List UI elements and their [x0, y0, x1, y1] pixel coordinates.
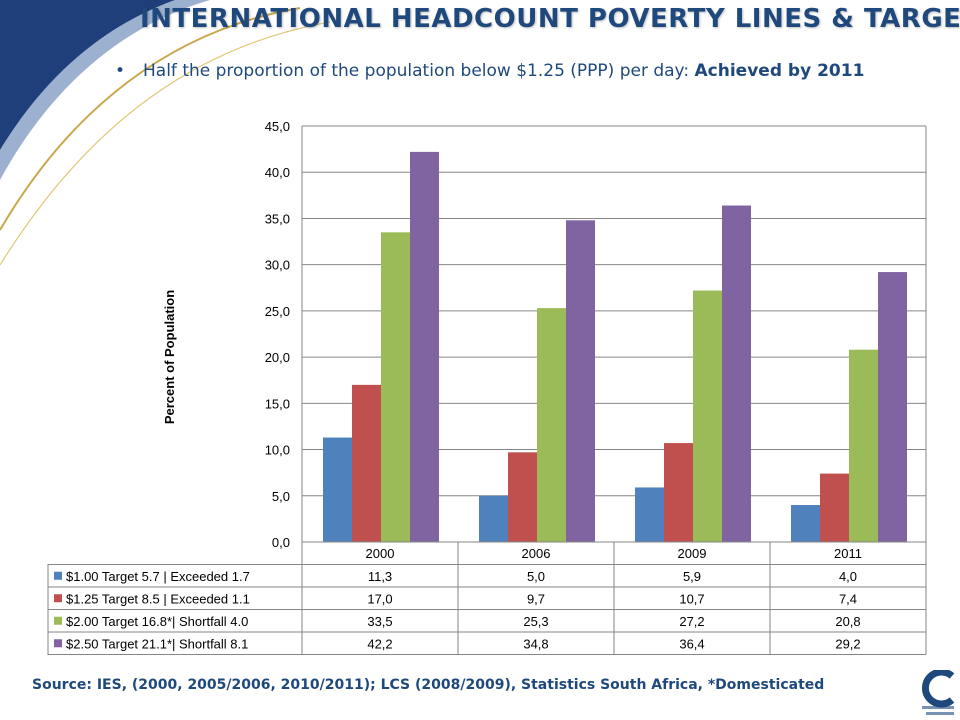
legend-label: $1.00 Target 5.7 | Exceeded 1.7 — [66, 569, 250, 584]
y-tick-label: 10,0 — [265, 443, 290, 458]
bar — [352, 384, 381, 542]
legend-label: $1.25 Target 8.5 | Exceeded 1.1 — [66, 591, 250, 606]
table-value: 27,2 — [679, 614, 704, 629]
slide-title: INTERNATIONAL HEADCOUNT POVERTY LINES & … — [140, 4, 960, 34]
bar — [878, 272, 907, 542]
legend-label: $2.00 Target 16.8*| Shortfall 4.0 — [66, 614, 248, 629]
legend-label: $2.50 Target 21.1*| Shortfall 8.1 — [66, 636, 248, 651]
table-value: 36,4 — [679, 636, 704, 651]
bar — [479, 495, 508, 542]
table-value: 9,7 — [527, 591, 545, 606]
legend-swatch — [54, 594, 62, 603]
y-tick-label: 20,0 — [265, 350, 290, 365]
table-value: 20,8 — [835, 614, 860, 629]
bar — [537, 308, 566, 542]
bar — [849, 349, 878, 542]
table-value: 25,3 — [523, 614, 548, 629]
bar — [508, 452, 537, 542]
y-tick-label: 35,0 — [265, 211, 290, 226]
source-note: Source: IES, (2000, 2005/2006, 2010/2011… — [32, 677, 825, 693]
y-tick-label: 0,0 — [272, 535, 290, 550]
y-tick-label: 5,0 — [272, 489, 290, 504]
table-value: 10,7 — [679, 591, 704, 606]
bullet-text-bold: Achieved by 2011 — [694, 61, 865, 81]
table-value: 4,0 — [839, 569, 857, 584]
legend-swatch — [54, 571, 62, 580]
table-value: 42,2 — [367, 636, 392, 651]
y-tick-label: 40,0 — [265, 165, 290, 180]
bar — [566, 220, 595, 542]
data-table: 2000 2006 2009 2011 $1.00 Target 5.7 | Excee… — [47, 541, 927, 655]
y-tick-label: 15,0 — [265, 396, 290, 411]
bar-layer — [323, 151, 907, 543]
bar — [791, 505, 820, 542]
table-value: 5,0 — [527, 569, 545, 584]
bar — [410, 151, 439, 542]
bullet-text: Half the proportion of the population be… — [143, 58, 915, 84]
y-tick-label: 45,0 — [265, 119, 290, 134]
bullet-point: • Half the proportion of the population … — [115, 58, 915, 84]
x-tick-label: 2000 — [366, 546, 395, 561]
table-value: 34,8 — [523, 636, 548, 651]
bar — [722, 205, 751, 542]
legend-swatch — [54, 616, 62, 625]
bar — [635, 487, 664, 542]
table-value: 17,0 — [367, 591, 392, 606]
x-tick-label: 2009 — [678, 546, 707, 561]
table-value: 7,4 — [839, 591, 857, 606]
legend-swatch — [54, 639, 62, 648]
bullet-text-normal: Half the proportion of the population be… — [143, 61, 695, 81]
bar — [323, 437, 352, 542]
bar — [693, 290, 722, 542]
table-value: 11,3 — [368, 569, 392, 584]
x-tick-label: 2006 — [522, 546, 551, 561]
x-tick-label: 2011 — [834, 546, 862, 561]
organization-logo — [921, 670, 955, 715]
bar — [820, 473, 849, 542]
bar — [381, 232, 410, 543]
table-value: 5,9 — [683, 569, 701, 584]
y-tick-label: 25,0 — [265, 304, 290, 319]
bullet-marker: • — [115, 61, 126, 81]
bar — [664, 443, 693, 542]
table-value: 33,5 — [367, 614, 392, 629]
table-value: 29,2 — [835, 636, 860, 651]
y-tick-label: 30,0 — [265, 258, 290, 273]
